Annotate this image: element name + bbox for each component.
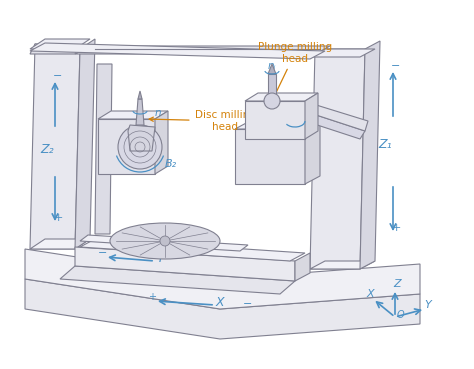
Polygon shape — [360, 41, 380, 269]
Text: Z₁: Z₁ — [378, 138, 392, 151]
Text: Y: Y — [156, 252, 164, 265]
Text: −: − — [392, 61, 401, 71]
Text: −: − — [98, 248, 108, 258]
Text: O: O — [396, 310, 404, 320]
Polygon shape — [30, 39, 90, 49]
Polygon shape — [75, 247, 295, 281]
Text: Z₂: Z₂ — [40, 142, 54, 155]
Circle shape — [160, 236, 170, 246]
Text: Z: Z — [393, 279, 401, 289]
Polygon shape — [245, 101, 305, 139]
Polygon shape — [30, 44, 80, 54]
Ellipse shape — [110, 223, 220, 259]
Polygon shape — [25, 279, 420, 339]
Polygon shape — [295, 253, 310, 281]
Polygon shape — [98, 111, 168, 119]
Polygon shape — [30, 44, 80, 249]
Polygon shape — [75, 39, 95, 249]
Polygon shape — [60, 266, 295, 294]
Polygon shape — [310, 49, 375, 57]
Polygon shape — [128, 125, 155, 151]
Text: n: n — [155, 108, 162, 118]
Text: B₂: B₂ — [165, 159, 177, 169]
Polygon shape — [30, 43, 325, 59]
Polygon shape — [136, 99, 144, 125]
Polygon shape — [310, 261, 375, 269]
Text: X: X — [216, 296, 224, 309]
Text: Y: Y — [425, 300, 431, 310]
Text: −: − — [53, 71, 63, 81]
Text: nᵢ: nᵢ — [268, 61, 276, 71]
Text: +: + — [53, 213, 63, 223]
Polygon shape — [305, 93, 318, 139]
Polygon shape — [268, 64, 276, 74]
Polygon shape — [138, 91, 142, 99]
Polygon shape — [25, 249, 420, 309]
Polygon shape — [80, 239, 305, 261]
Polygon shape — [310, 104, 368, 131]
Polygon shape — [305, 121, 320, 184]
Text: X: X — [366, 289, 374, 299]
Polygon shape — [235, 129, 305, 184]
Polygon shape — [268, 74, 276, 101]
Polygon shape — [310, 49, 365, 269]
Polygon shape — [235, 121, 320, 129]
Text: +: + — [148, 292, 156, 302]
Text: Disc milling
head: Disc milling head — [149, 110, 255, 132]
Polygon shape — [80, 235, 248, 251]
Polygon shape — [95, 64, 112, 234]
Circle shape — [264, 93, 280, 109]
Text: −: − — [243, 299, 253, 309]
Polygon shape — [305, 113, 365, 139]
Polygon shape — [98, 119, 155, 174]
Text: +: + — [392, 223, 401, 233]
Polygon shape — [30, 239, 90, 249]
Text: Plunge milling
head: Plunge milling head — [258, 42, 332, 97]
Circle shape — [118, 125, 162, 169]
Polygon shape — [75, 46, 330, 54]
Polygon shape — [155, 111, 168, 174]
Text: B₁: B₁ — [300, 113, 312, 123]
Polygon shape — [245, 93, 318, 101]
